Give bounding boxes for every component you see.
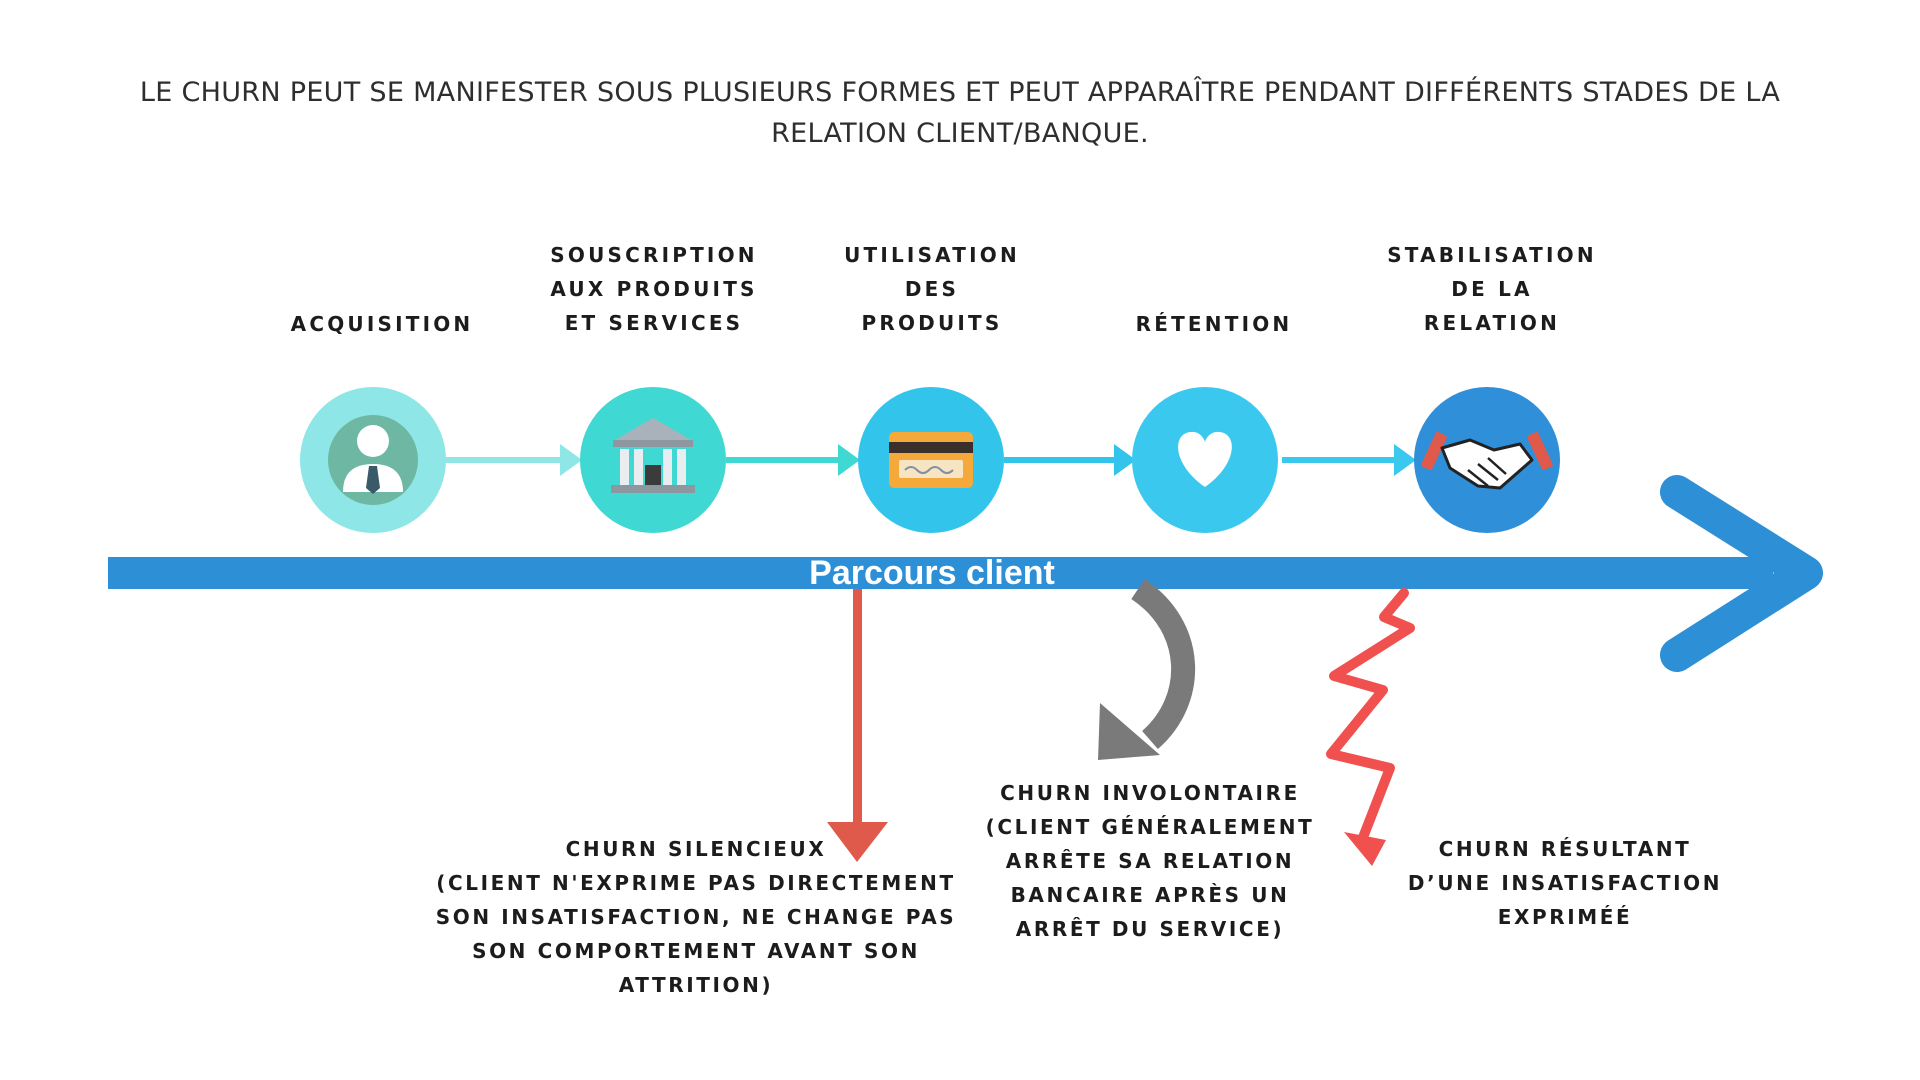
stage-label-line: DE LA — [1451, 277, 1533, 301]
stage-circle-stabilisation — [1414, 387, 1560, 533]
churn-label-line: CHURN SILENCIEUX — [565, 837, 827, 861]
churn-label-line: ATTRITION) — [618, 973, 774, 997]
stage-label-line: RÉTENTION — [1135, 312, 1293, 336]
stage-label-line: SOUSCRIPTION — [550, 243, 758, 267]
involuntary-churn-arrow — [1098, 579, 1196, 760]
stage-label-line: UTILISATION — [844, 243, 1020, 267]
stage-circle-acquisition — [300, 387, 446, 533]
churn-label-line: CHURN INVOLONTAIRE — [1000, 781, 1300, 805]
stage-label-souscription: SOUSCRIPTION AUX PRODUITS ET SERVICES — [504, 238, 804, 340]
churn-label-line: BANCAIRE APRÈS UN — [1010, 883, 1290, 907]
connector-arrow — [726, 444, 860, 476]
stage-label-line: STABILISATION — [1387, 243, 1597, 267]
stage-label-line: DES — [904, 277, 960, 301]
dissatisfaction-churn-arrow — [1326, 588, 1415, 866]
connector-arrow — [1004, 444, 1136, 476]
churn-label-line: EXPRIMÉÉ — [1497, 905, 1633, 929]
journey-label: Parcours client — [809, 554, 1055, 592]
headline-line-1: LE CHURN PEUT SE MANIFESTER SOUS PLUSIEU… — [139, 77, 1781, 108]
stage-circle-souscription — [580, 387, 726, 533]
stage-label-acquisition: ACQUISITION — [232, 307, 532, 341]
stage-label-stabilisation: STABILISATION DE LA RELATION — [1342, 238, 1642, 340]
bank-building-icon — [611, 418, 695, 493]
stage-label-retention: RÉTENTION — [1064, 307, 1364, 341]
stage-circle-retention — [1132, 387, 1278, 533]
stage-label-line: RELATION — [1423, 311, 1561, 335]
churn-label-line: ARRÊTE SA RELATION — [1005, 849, 1295, 873]
headline: LE CHURN PEUT SE MANIFESTER SOUS PLUSIEU… — [40, 72, 1880, 154]
headline-line-2: RELATION CLIENT/BANQUE. — [771, 118, 1149, 149]
churn-label-line: SON COMPORTEMENT AVANT SON — [472, 939, 920, 963]
stage-circle-utilisation — [858, 387, 1004, 533]
heart-icon — [1178, 431, 1232, 487]
silent-churn-arrow — [827, 589, 888, 862]
stage-label-line: PRODUITS — [861, 311, 1003, 335]
churn-label-line: CHURN RÉSULTANT — [1438, 837, 1692, 861]
churn-label-line: (CLIENT N'EXPRIME PAS DIRECTEMENT — [436, 871, 956, 895]
user-tie-icon — [328, 415, 418, 505]
churn-label-line: ARRÊT DU SERVICE) — [1015, 917, 1285, 941]
stage-label-line: ACQUISITION — [290, 312, 474, 336]
stage-label-line: ET SERVICES — [564, 311, 744, 335]
journey-arrow: Parcours client — [108, 475, 1823, 672]
churn-label-involuntary: CHURN INVOLONTAIRE (CLIENT GÉNÉRALEMENT … — [970, 776, 1330, 946]
churn-label-line: D’UNE INSATISFACTION — [1407, 871, 1723, 895]
stage-label-utilisation: UTILISATION DES PRODUITS — [782, 238, 1082, 340]
connector-arrow — [1282, 444, 1416, 476]
churn-label-line: (CLIENT GÉNÉRALEMENT — [985, 815, 1315, 839]
churn-label-dissatisfaction: CHURN RÉSULTANT D’UNE INSATISFACTION EXP… — [1390, 832, 1740, 934]
credit-card-icon — [889, 432, 973, 488]
connector-arrow — [445, 444, 582, 476]
stage-connectors — [445, 444, 1416, 476]
handshake-icon — [1421, 431, 1553, 490]
stage-label-line: AUX PRODUITS — [550, 277, 758, 301]
churn-label-silent: CHURN SILENCIEUX (CLIENT N'EXPRIME PAS D… — [426, 832, 966, 1002]
churn-label-line: SON INSATISFACTION, NE CHANGE PAS — [435, 905, 957, 929]
